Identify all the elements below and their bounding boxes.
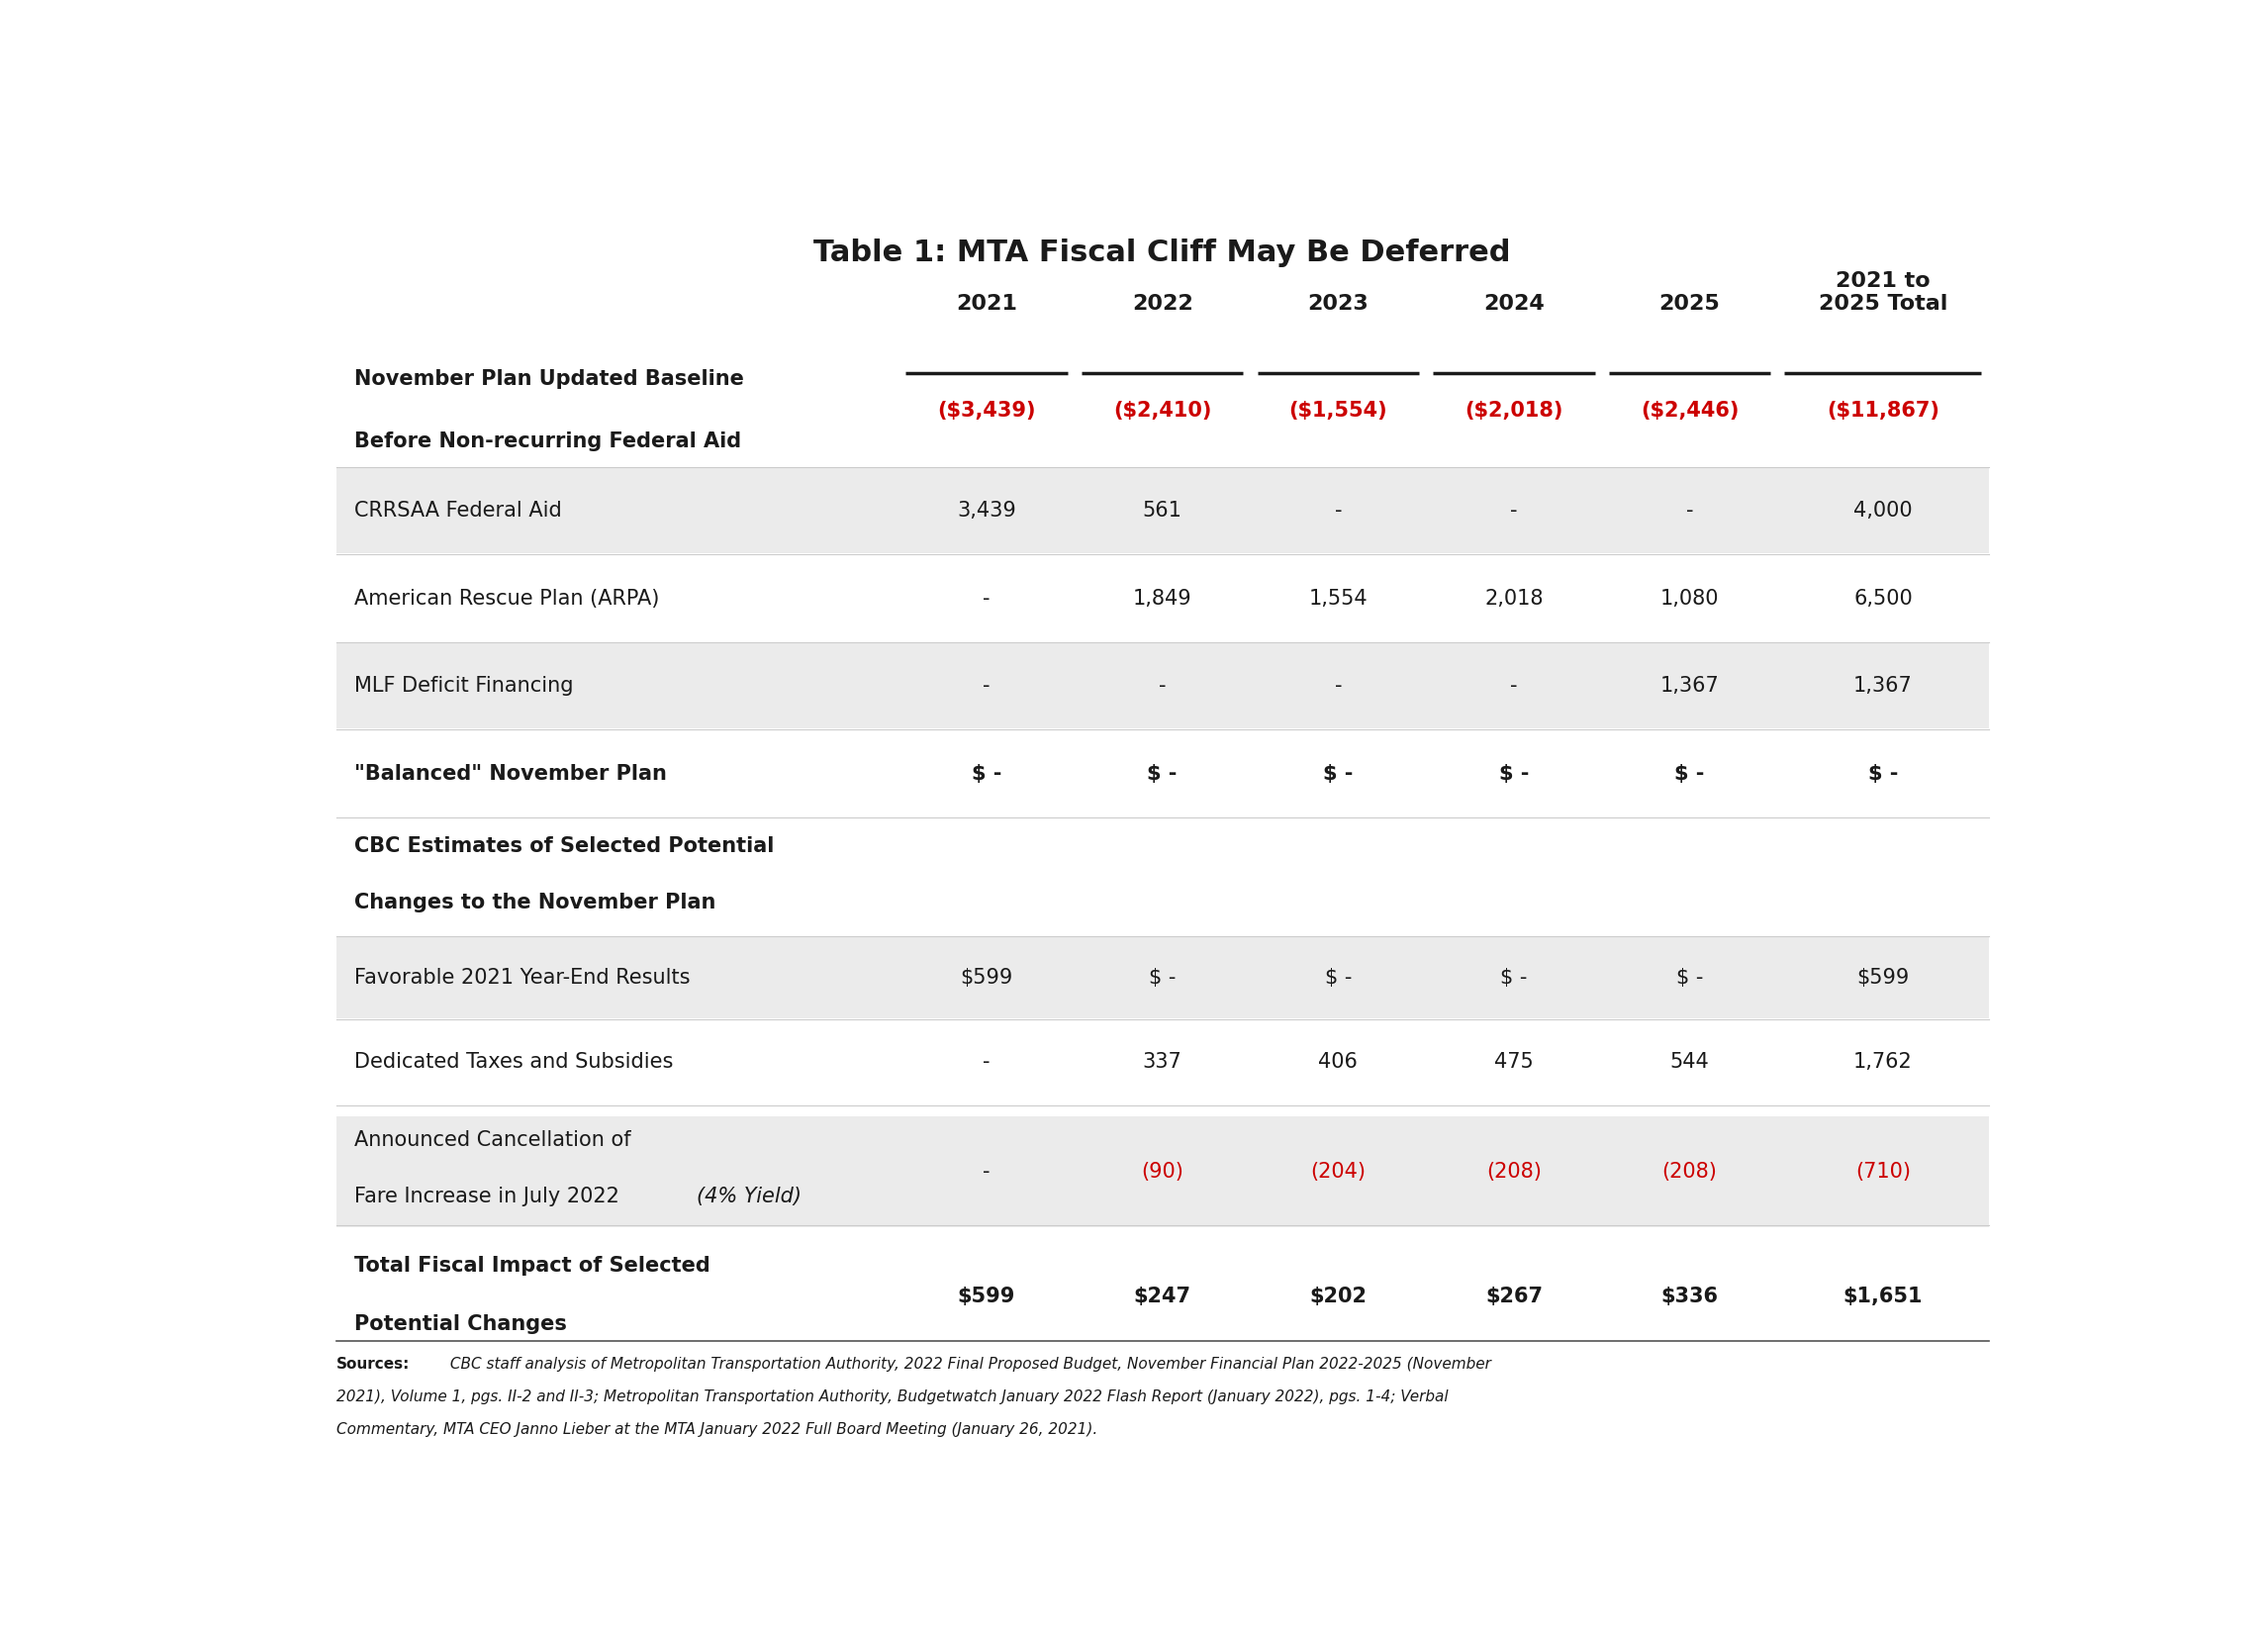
- Text: 337: 337: [1143, 1052, 1182, 1072]
- Text: -: -: [1159, 676, 1166, 696]
- Text: 2021 to
2025 Total: 2021 to 2025 Total: [1819, 272, 1948, 314]
- Text: -: -: [982, 676, 991, 696]
- FancyBboxPatch shape: [336, 1021, 1989, 1102]
- Text: 561: 561: [1143, 501, 1182, 520]
- Text: -: -: [1334, 676, 1343, 696]
- Text: 1,849: 1,849: [1132, 589, 1193, 608]
- FancyBboxPatch shape: [336, 937, 1989, 1018]
- Text: Sources:: Sources:: [336, 1358, 411, 1372]
- Text: -: -: [982, 589, 991, 608]
- Text: -: -: [1334, 501, 1343, 520]
- Text: 544: 544: [1669, 1052, 1710, 1072]
- Text: -: -: [982, 1052, 991, 1072]
- FancyBboxPatch shape: [336, 468, 1989, 553]
- FancyBboxPatch shape: [336, 644, 1989, 728]
- Text: CBC staff analysis of Metropolitan Transportation Authority, 2022 Final Proposed: CBC staff analysis of Metropolitan Trans…: [445, 1358, 1490, 1372]
- Text: 2025: 2025: [1660, 294, 1719, 314]
- Text: (204): (204): [1311, 1163, 1365, 1182]
- Text: Fare Increase in July 2022: Fare Increase in July 2022: [354, 1187, 626, 1206]
- Text: "Balanced" November Plan: "Balanced" November Plan: [354, 764, 667, 784]
- Text: $202: $202: [1309, 1288, 1368, 1307]
- Text: ($3,439): ($3,439): [937, 400, 1036, 421]
- Text: $599: $599: [957, 1288, 1016, 1307]
- Text: CRRSAA Federal Aid: CRRSAA Federal Aid: [354, 501, 562, 520]
- Text: Changes to the November Plan: Changes to the November Plan: [354, 893, 714, 912]
- Text: Total Fiscal Impact of Selected: Total Fiscal Impact of Selected: [354, 1255, 710, 1275]
- FancyBboxPatch shape: [336, 1117, 1989, 1226]
- Text: -: -: [1510, 676, 1517, 696]
- Text: $ -: $ -: [1325, 967, 1352, 987]
- Text: Dedicated Taxes and Subsidies: Dedicated Taxes and Subsidies: [354, 1052, 674, 1072]
- Text: (90): (90): [1141, 1163, 1184, 1182]
- Text: 1,367: 1,367: [1660, 676, 1719, 696]
- Text: 1,080: 1,080: [1660, 589, 1719, 608]
- Text: $599: $599: [1857, 967, 1910, 987]
- Text: -: -: [1510, 501, 1517, 520]
- Text: (710): (710): [1855, 1163, 1910, 1182]
- Text: $267: $267: [1486, 1288, 1542, 1307]
- Text: ($2,446): ($2,446): [1640, 400, 1740, 421]
- Text: ($1,554): ($1,554): [1288, 400, 1388, 421]
- Text: 1,554: 1,554: [1309, 589, 1368, 608]
- Text: 475: 475: [1495, 1052, 1533, 1072]
- Text: $ -: $ -: [1148, 764, 1177, 784]
- Text: Potential Changes: Potential Changes: [354, 1314, 567, 1335]
- Text: 2024: 2024: [1483, 294, 1545, 314]
- FancyBboxPatch shape: [336, 1241, 1989, 1353]
- Text: November Plan Updated Baseline: November Plan Updated Baseline: [354, 369, 744, 389]
- FancyBboxPatch shape: [336, 556, 1989, 641]
- Text: $ -: $ -: [1869, 764, 1898, 784]
- Text: $599: $599: [959, 967, 1014, 987]
- Text: MLF Deficit Financing: MLF Deficit Financing: [354, 676, 574, 696]
- Text: 406: 406: [1318, 1052, 1359, 1072]
- Text: 2021), Volume 1, pgs. II-2 and II-3; Metropolitan Transportation Authority, Budg: 2021), Volume 1, pgs. II-2 and II-3; Met…: [336, 1390, 1447, 1405]
- Text: ($2,410): ($2,410): [1114, 400, 1211, 421]
- Text: -: -: [982, 1163, 991, 1182]
- Text: 3,439: 3,439: [957, 501, 1016, 520]
- Text: Favorable 2021 Year-End Results: Favorable 2021 Year-End Results: [354, 967, 689, 987]
- Text: 1,762: 1,762: [1853, 1052, 1912, 1072]
- Text: -: -: [1685, 501, 1694, 520]
- Text: $ -: $ -: [1499, 764, 1529, 784]
- Text: (208): (208): [1662, 1163, 1717, 1182]
- Text: $ -: $ -: [1676, 967, 1703, 987]
- Text: Announced Cancellation of: Announced Cancellation of: [354, 1130, 631, 1150]
- Text: $ -: $ -: [1501, 967, 1526, 987]
- Text: $247: $247: [1134, 1288, 1191, 1307]
- Text: 1,367: 1,367: [1853, 676, 1912, 696]
- Text: American Rescue Plan (ARPA): American Rescue Plan (ARPA): [354, 589, 660, 608]
- Text: 2023: 2023: [1309, 294, 1368, 314]
- Text: $ -: $ -: [1150, 967, 1175, 987]
- Text: Table 1: MTA Fiscal Cliff May Be Deferred: Table 1: MTA Fiscal Cliff May Be Deferre…: [814, 239, 1510, 268]
- Text: 6,500: 6,500: [1853, 589, 1912, 608]
- FancyBboxPatch shape: [336, 732, 1989, 816]
- Text: (4% Yield): (4% Yield): [696, 1187, 801, 1206]
- Text: ($11,867): ($11,867): [1826, 400, 1939, 421]
- Text: $ -: $ -: [1322, 764, 1354, 784]
- Text: $ -: $ -: [1674, 764, 1706, 784]
- Text: ($2,018): ($2,018): [1465, 400, 1563, 421]
- Text: CBC Estimates of Selected Potential: CBC Estimates of Selected Potential: [354, 836, 773, 855]
- Text: (208): (208): [1486, 1163, 1542, 1182]
- Text: 2021: 2021: [957, 294, 1016, 314]
- Text: $1,651: $1,651: [1844, 1288, 1923, 1307]
- Text: $ -: $ -: [971, 764, 1002, 784]
- Text: Commentary, MTA CEO Janno Lieber at the MTA January 2022 Full Board Meeting (Jan: Commentary, MTA CEO Janno Lieber at the …: [336, 1423, 1098, 1437]
- Text: 2022: 2022: [1132, 294, 1193, 314]
- Text: $336: $336: [1660, 1288, 1719, 1307]
- Text: 4,000: 4,000: [1853, 501, 1912, 520]
- Text: 2,018: 2,018: [1486, 589, 1542, 608]
- Text: Before Non-recurring Federal Aid: Before Non-recurring Federal Aid: [354, 433, 742, 452]
